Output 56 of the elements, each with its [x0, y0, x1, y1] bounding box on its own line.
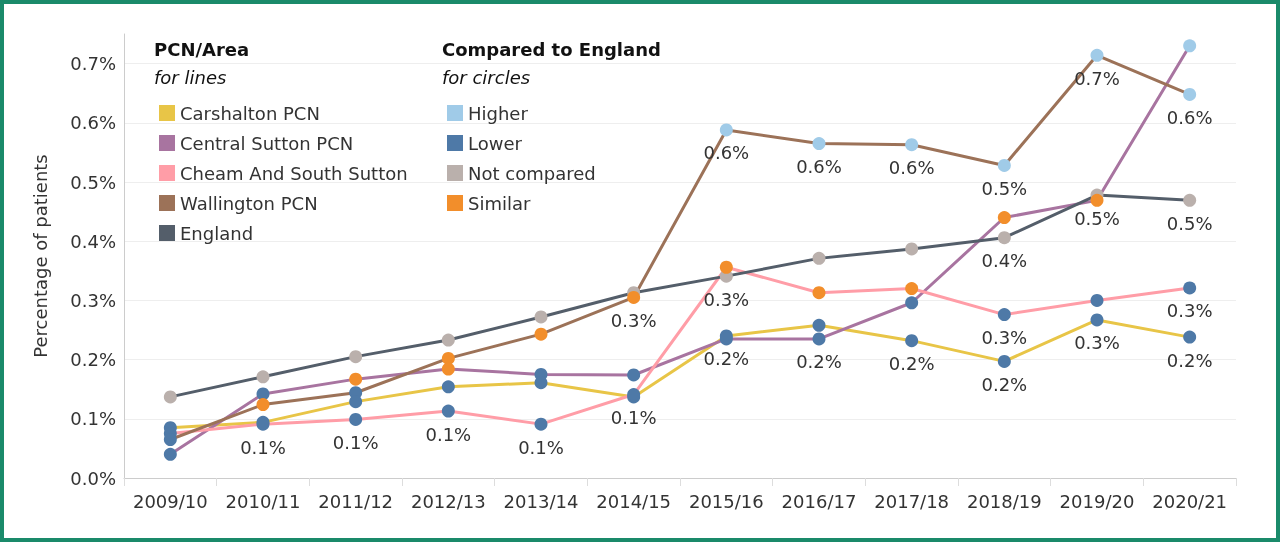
legend-label: Higher [468, 102, 529, 124]
legend-label: Wallington PCN [180, 192, 318, 214]
x-tick-label: 2012/13 [410, 490, 486, 512]
y-tick-label: 0.7% [70, 53, 116, 75]
x-tick-label: 2015/16 [688, 490, 764, 512]
y-tick-label: 0.3% [70, 289, 116, 311]
legend-label: Similar [468, 192, 531, 214]
data-label: 0.6% [1166, 106, 1213, 128]
data-label: 0.2% [888, 353, 935, 375]
data-label: 0.2% [981, 373, 1028, 395]
legend-label: Central Sutton PCN [180, 132, 354, 154]
data-label: 0.3% [1166, 300, 1213, 322]
data-label: 0.1% [425, 423, 472, 445]
legend-label: Not compared [468, 162, 596, 184]
data-label: 0.3% [703, 288, 750, 310]
data-label: 0.1% [332, 431, 379, 453]
legend-label: Cheam And South Sutton [180, 162, 408, 184]
legend-label: England [180, 222, 254, 244]
annotation: for circles [442, 66, 531, 88]
x-tick-label: 2018/19 [966, 490, 1042, 512]
data-label: 0.5% [1074, 207, 1120, 229]
data-label: 0.3% [610, 309, 657, 331]
x-tick-label: 2017/18 [874, 490, 950, 512]
data-label: 0.4% [981, 250, 1028, 272]
data-label: 0.5% [981, 177, 1028, 199]
x-tick-label: 2019/20 [1059, 490, 1135, 512]
data-label: 0.1% [518, 436, 564, 458]
x-tick-label: 2016/17 [781, 490, 857, 512]
y-tick-label: 0.4% [70, 230, 116, 252]
x-tick-label: 2020/21 [1152, 490, 1228, 512]
y-tick-label: 0.0% [70, 467, 116, 489]
data-label: 0.6% [796, 156, 842, 178]
data-label: 0.1% [610, 407, 657, 429]
data-label: 0.1% [240, 436, 286, 458]
annotation: Compared to England [442, 38, 661, 60]
legend-label: Carshalton PCN [180, 102, 320, 124]
x-tick-label: 2009/10 [132, 490, 208, 512]
x-tick-label: 2013/14 [503, 490, 579, 512]
y-tick-label: 0.1% [70, 408, 116, 430]
data-label: 0.2% [1166, 349, 1213, 371]
x-tick-label: 2010/11 [225, 490, 301, 512]
data-label: 0.3% [981, 327, 1028, 349]
x-tick-label: 2011/12 [318, 490, 394, 512]
legend-title: PCN/Area [154, 38, 250, 60]
data-label: 0.2% [796, 351, 842, 373]
annotation: for lines [154, 66, 227, 88]
data-label: 0.3% [1074, 332, 1120, 354]
legend-label: Lower [468, 132, 523, 154]
data-label: 0.5% [1166, 212, 1213, 234]
y-tick-label: 0.2% [70, 349, 116, 371]
y-tick-label: 0.6% [70, 112, 116, 134]
y-axis-title: Percentage of patients [29, 154, 51, 358]
y-tick-label: 0.5% [70, 171, 116, 193]
x-tick-label: 2014/15 [596, 490, 672, 512]
data-label: 0.2% [703, 348, 750, 370]
data-label: 0.6% [888, 157, 935, 179]
